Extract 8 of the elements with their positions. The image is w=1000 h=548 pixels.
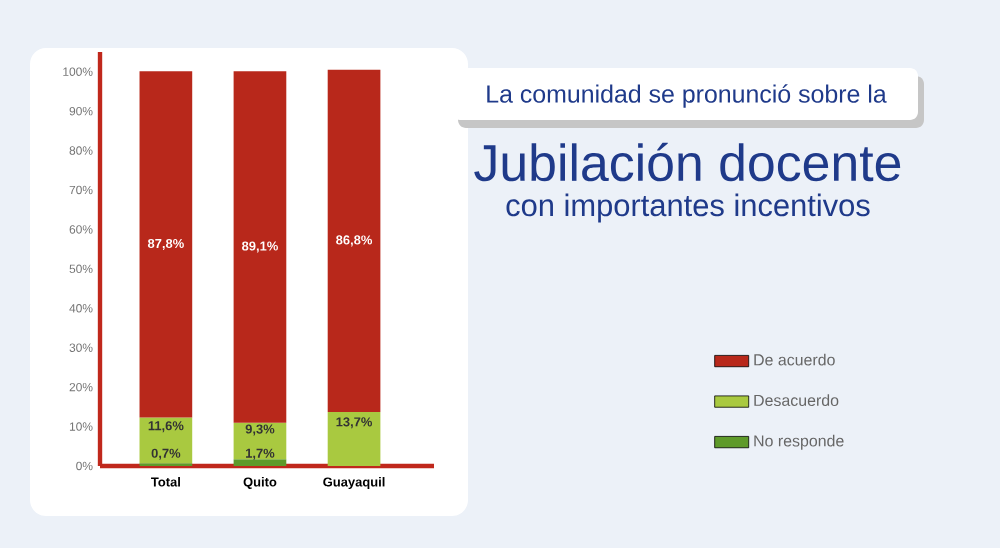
bar: [327, 411, 381, 466]
bar: [139, 71, 193, 418]
bar: [327, 69, 381, 412]
text: con importantes incentivos: [506, 193, 870, 223]
text: La comunidad se pronunció sobre la: [487, 84, 887, 108]
text: Jubilación docente: [474, 142, 901, 182]
bar: [233, 459, 287, 466]
bar: [233, 71, 287, 423]
